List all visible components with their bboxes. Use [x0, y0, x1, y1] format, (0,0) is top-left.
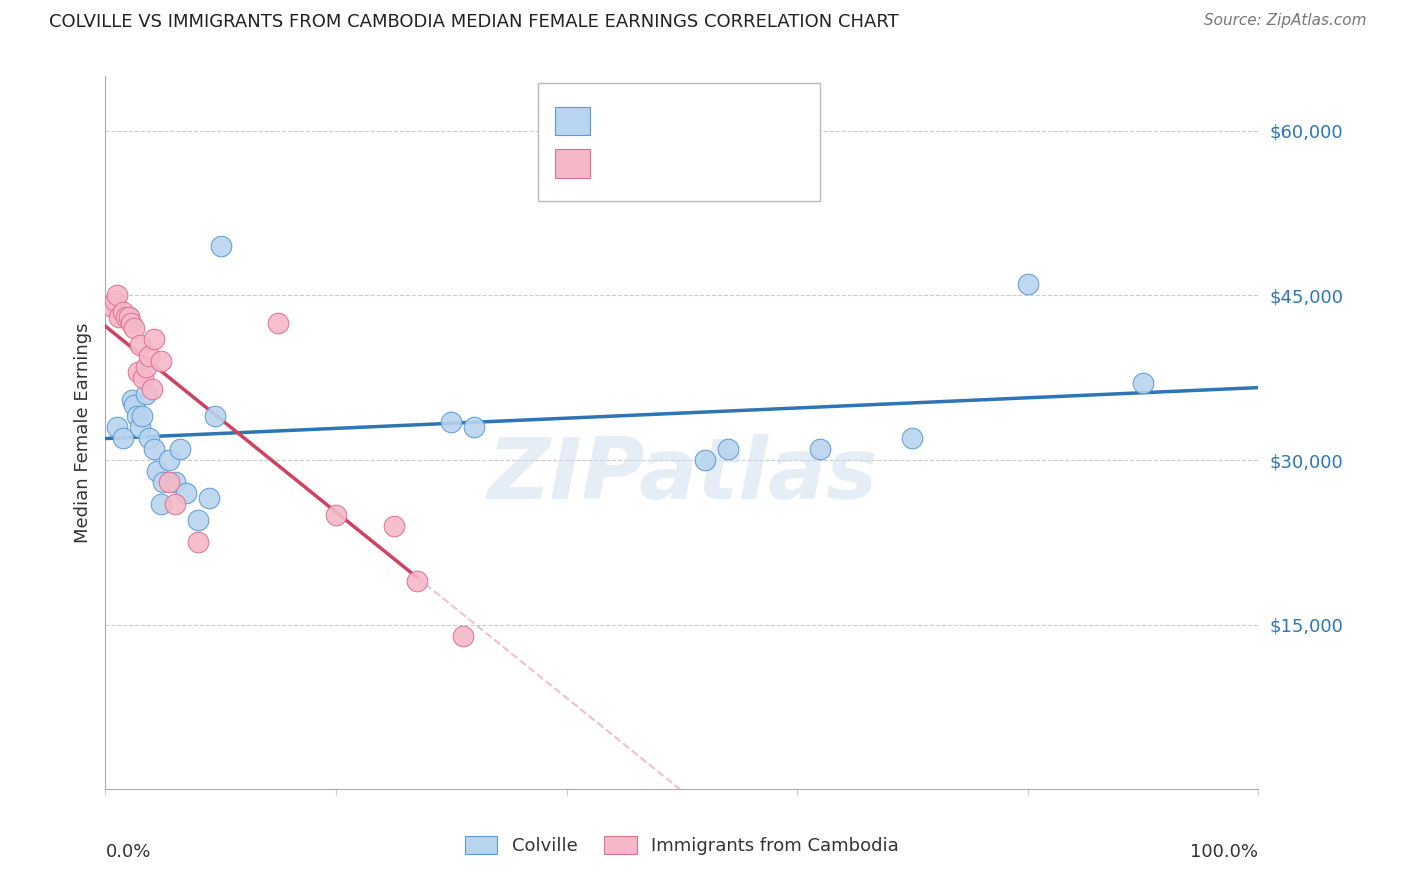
Point [117, 310, 139, 325]
Point [149, 354, 172, 368]
Point [138, 349, 160, 363]
Text: 0.125: 0.125 [650, 112, 706, 129]
Point [693, 453, 716, 467]
Point [104, 293, 127, 308]
Point [132, 370, 155, 384]
FancyBboxPatch shape [555, 149, 589, 178]
Point [142, 442, 165, 456]
Text: -0.623: -0.623 [650, 154, 714, 172]
Point [808, 442, 831, 456]
Point [187, 535, 209, 549]
Text: 0.0%: 0.0% [105, 843, 150, 861]
Point [111, 431, 134, 445]
Point [129, 338, 152, 352]
Point [127, 365, 149, 379]
FancyBboxPatch shape [538, 83, 820, 201]
Point [117, 310, 139, 325]
Point [440, 415, 463, 429]
Point [1132, 376, 1154, 391]
Point [142, 332, 165, 346]
Point [187, 513, 209, 527]
Legend: Colville, Immigrants from Cambodia: Colville, Immigrants from Cambodia [457, 829, 907, 863]
Point [131, 409, 153, 424]
Point [135, 387, 157, 401]
Text: 30: 30 [762, 112, 787, 129]
Point [325, 508, 347, 522]
Text: Source: ZipAtlas.com: Source: ZipAtlas.com [1204, 13, 1367, 29]
Point [717, 442, 740, 456]
Point [138, 431, 160, 445]
Point [163, 475, 186, 489]
Point [124, 398, 146, 412]
Text: R =: R = [603, 154, 634, 172]
Point [121, 392, 143, 407]
Point [100, 299, 122, 313]
Point [108, 310, 131, 325]
Point [111, 305, 134, 319]
Point [129, 420, 152, 434]
Point [451, 629, 474, 643]
Point [209, 239, 232, 253]
Point [267, 316, 290, 330]
Point [405, 574, 427, 588]
Point [120, 316, 142, 330]
FancyBboxPatch shape [555, 106, 589, 135]
Y-axis label: Median Female Earnings: Median Female Earnings [73, 322, 91, 543]
Point [163, 497, 186, 511]
Text: 100.0%: 100.0% [1191, 843, 1258, 861]
Point [105, 288, 128, 302]
Point [174, 486, 197, 500]
Point [141, 382, 163, 396]
Point [382, 519, 405, 533]
Point [115, 310, 138, 325]
Point [105, 420, 128, 434]
Point [204, 409, 226, 424]
Text: R =: R = [603, 112, 634, 129]
Point [146, 464, 169, 478]
Point [463, 420, 485, 434]
Point [124, 321, 146, 335]
Point [157, 453, 180, 467]
Point [152, 475, 174, 489]
Point [149, 497, 172, 511]
Point [169, 442, 191, 456]
Point [135, 359, 157, 374]
Point [1017, 277, 1039, 292]
Text: N =: N = [723, 154, 754, 172]
Point [157, 475, 180, 489]
Point [198, 491, 221, 506]
Text: ZIPatlas: ZIPatlas [486, 434, 877, 517]
Point [901, 431, 924, 445]
Point [125, 409, 148, 424]
Text: N =: N = [723, 112, 754, 129]
Text: COLVILLE VS IMMIGRANTS FROM CAMBODIA MEDIAN FEMALE EARNINGS CORRELATION CHART: COLVILLE VS IMMIGRANTS FROM CAMBODIA MED… [49, 13, 898, 31]
Text: 25: 25 [762, 154, 787, 172]
